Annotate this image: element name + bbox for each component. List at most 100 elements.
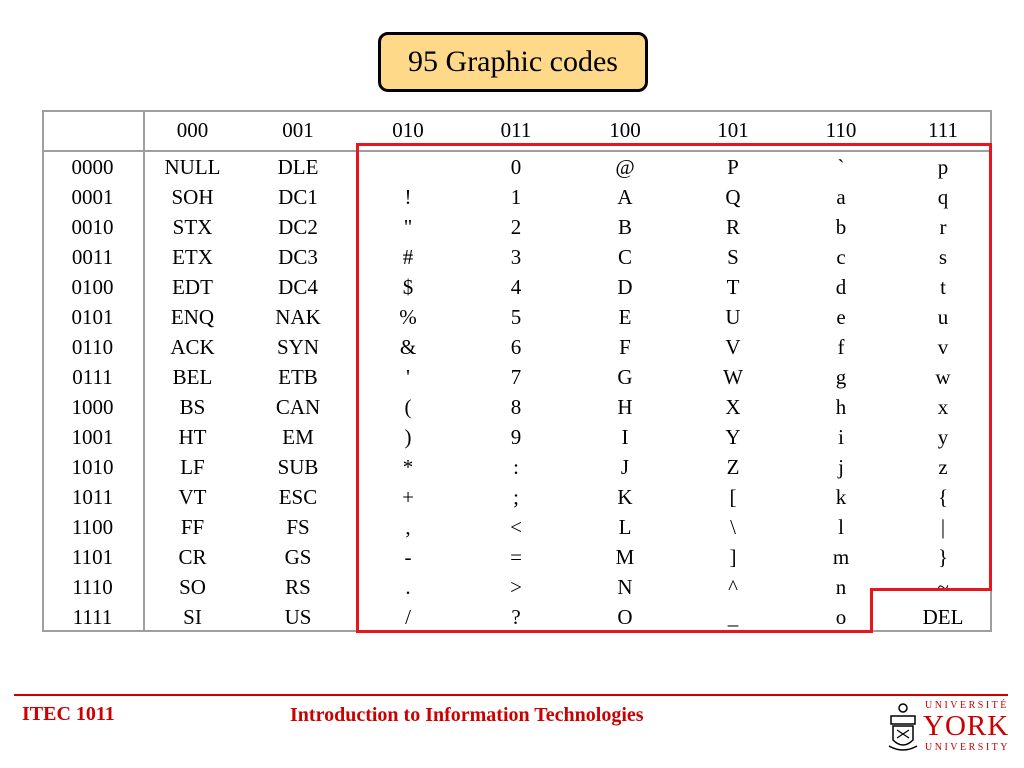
table-cell: V: [725, 335, 741, 359]
logo-york: YORK: [923, 710, 1010, 742]
table-cell: ]: [729, 545, 737, 569]
slide-title-text: 95 Graphic codes: [408, 45, 618, 78]
table-cell: ACK: [170, 335, 215, 359]
table-cell: C: [617, 245, 632, 269]
table-cell: CR: [178, 545, 207, 569]
table-cell: g: [835, 365, 847, 389]
table-cell: SI: [183, 605, 202, 629]
table-cell: T: [726, 275, 740, 299]
table-cell: ^: [728, 575, 738, 599]
table-cell: N: [617, 575, 633, 599]
table-cell: K: [617, 485, 633, 509]
row-header: 0111: [42, 362, 145, 392]
table-cell: DC3: [278, 245, 318, 269]
table-cell: SO: [179, 575, 206, 599]
table-cell: *: [402, 455, 414, 479]
table-cell: =: [510, 545, 522, 569]
table-cell: z: [938, 455, 948, 479]
table-cell: L: [618, 515, 632, 539]
table-cell: GS: [284, 545, 312, 569]
table-cell: /: [405, 605, 411, 629]
table-cell: [356, 151, 460, 182]
course-title: Introduction to Information Technologies: [290, 704, 644, 726]
table-cell: E: [618, 305, 632, 329]
table-cell: R: [725, 215, 740, 239]
table-cell: a: [836, 185, 846, 209]
table-cell: Q: [725, 185, 741, 209]
table-cell: D: [617, 275, 633, 299]
table-cell: NULL: [164, 155, 221, 179]
york-university-logo: UNIVERSITÉ YORK UNIVERSITY: [885, 698, 1011, 758]
table-cell: m: [832, 545, 850, 569]
table-row: 1101 CR GS - = M] m}: [42, 542, 992, 572]
table-cell: VT: [178, 485, 207, 509]
table-cell: 9: [510, 425, 522, 449]
table-cell: DC2: [278, 215, 318, 239]
table-cell: 4: [510, 275, 522, 299]
row-header: 0101: [42, 302, 145, 332]
table-cell: {: [937, 485, 949, 509]
table-cell: s: [938, 245, 948, 269]
table-cell: .: [405, 575, 411, 599]
table-cell: 6: [510, 335, 522, 359]
table-cell: ,: [405, 515, 411, 539]
column-header: 101: [678, 110, 788, 152]
table-cell: e: [836, 305, 846, 329]
table-cell: A: [617, 185, 633, 209]
table-cell: 7: [510, 365, 522, 389]
row-header: 0100: [42, 272, 145, 302]
table-cell: l: [838, 515, 844, 539]
row-header: 0110: [42, 332, 145, 362]
table-cell: u: [937, 305, 949, 329]
row-header: 0001: [42, 182, 145, 212]
table-cell: (: [404, 395, 412, 419]
table-cell: BS: [179, 395, 206, 419]
table-cell: d: [835, 275, 847, 299]
header-corner-cell: [42, 110, 145, 152]
table-cell: 8: [510, 395, 522, 419]
table-cell: Y: [725, 425, 741, 449]
table-cell: j: [838, 455, 844, 479]
table-row: 1100 FF FS, < L \ l |: [42, 512, 992, 542]
table-header-row: 000 001 010 011 100 101 110 111: [42, 110, 992, 152]
logo-universite: UNIVERSITÉ: [925, 700, 1009, 711]
york-crest-icon: [888, 703, 918, 751]
table-cell: `: [837, 155, 845, 179]
table-row: 1111 SI US /? O _ o DEL: [42, 602, 992, 632]
table-cell: STX: [172, 215, 213, 239]
table-cell: NAK: [275, 305, 321, 329]
table-cell: y: [937, 425, 949, 449]
column-header: 110: [788, 110, 894, 152]
table-cell: [: [729, 485, 737, 509]
row-header: 0000: [42, 151, 145, 182]
row-header: 1100: [42, 512, 145, 542]
table-cell: DC1: [278, 185, 318, 209]
table-cell: ?: [511, 605, 521, 629]
table-cell: &: [399, 335, 417, 359]
table-cell: h: [835, 395, 847, 419]
table-cell: P: [727, 155, 739, 179]
table-cell: FF: [180, 515, 205, 539]
column-header: 010: [356, 110, 460, 152]
table-cell: W: [723, 365, 743, 389]
table-cell: |: [940, 515, 946, 539]
table-cell: DEL: [922, 605, 964, 629]
row-header: 1111: [42, 602, 145, 632]
table-cell: k: [835, 485, 847, 509]
row-header: 1001: [42, 422, 145, 452]
table-cell: @: [615, 155, 635, 179]
table-cell: US: [284, 605, 312, 629]
table-cell: 2: [510, 215, 522, 239]
table-cell: CAN: [275, 395, 321, 419]
table-cell: SUB: [277, 455, 319, 479]
table-cell: b: [835, 215, 847, 239]
table-cell: f: [837, 335, 845, 359]
table-cell: r: [939, 215, 947, 239]
table-cell: c: [836, 245, 846, 269]
table-cell: EM: [282, 425, 314, 449]
